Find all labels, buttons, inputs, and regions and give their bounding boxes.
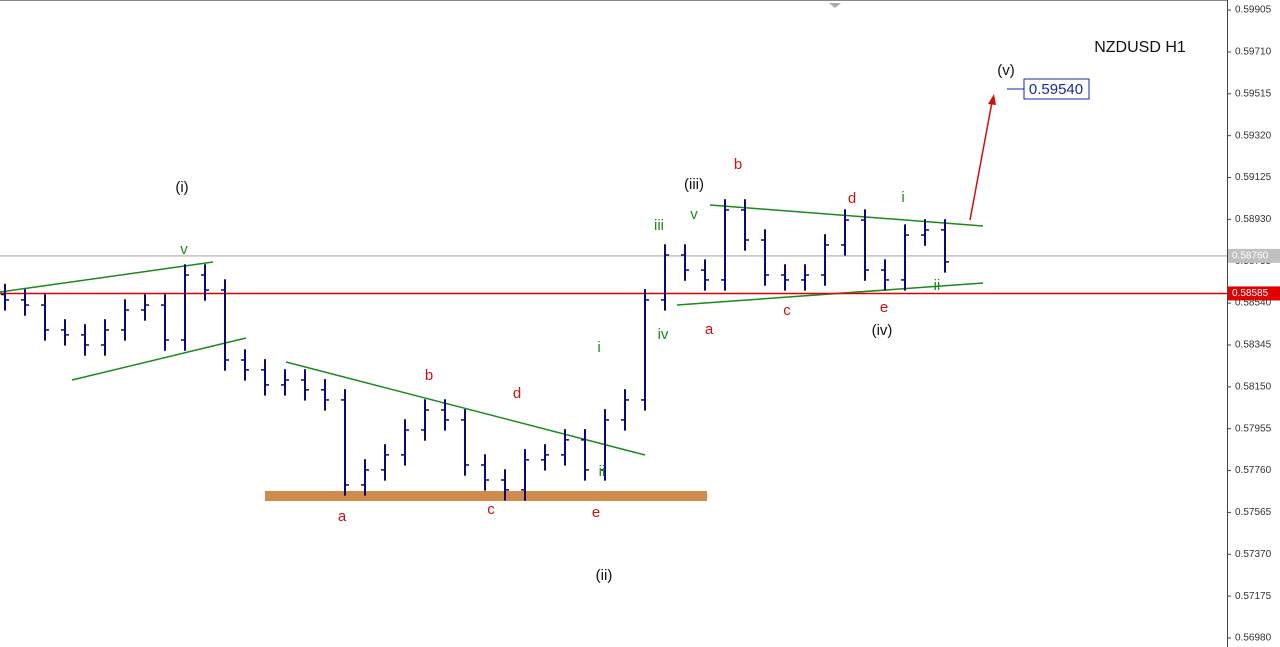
y-tick-label: 0.57370 [1235, 549, 1272, 560]
y-tick-label: 0.59320 [1235, 130, 1272, 141]
y-tick-label: 0.58345 [1235, 340, 1272, 351]
wave-label: c [783, 302, 791, 319]
wave-label: v [180, 241, 188, 258]
wave-label: d [513, 385, 521, 402]
wave-label: i [597, 339, 600, 356]
y-tick-label: 0.59710 [1235, 47, 1272, 58]
wave-label: c [487, 501, 495, 518]
y-tick-label: 0.59125 [1235, 172, 1272, 183]
chart-title: NZDUSD H1 [1094, 39, 1186, 56]
wave-label: (v) [997, 62, 1015, 79]
y-tick-label: 0.57760 [1235, 465, 1272, 476]
wave-label: (ii) [596, 567, 613, 584]
y-tick-label: 0.59515 [1235, 88, 1272, 99]
wave-label: (i) [175, 179, 188, 196]
target-arrow [969, 101, 993, 221]
wave-label: b [734, 156, 742, 173]
wave-label: d [848, 190, 856, 207]
target-box [1023, 78, 1090, 100]
wave-label: v [690, 206, 698, 223]
wave-label: (iii) [684, 176, 704, 193]
y-tick-label: 0.58540 [1235, 298, 1272, 309]
price-tag [1228, 286, 1280, 301]
y-tick-label: 0.57955 [1235, 423, 1272, 434]
wave-label: i [901, 189, 904, 206]
wave-label: a [705, 321, 714, 338]
y-tick-label: 0.56980 [1235, 633, 1272, 644]
y-tick-label: 0.58930 [1235, 214, 1272, 225]
wave-label: a [338, 508, 347, 525]
y-tick-label: 0.57175 [1235, 591, 1272, 602]
trend-line [0, 261, 214, 293]
wave-label: e [880, 299, 888, 316]
wave-label: iii [654, 217, 664, 234]
trend-line [709, 204, 984, 227]
wave-label: iv [658, 326, 669, 343]
trend-line [71, 337, 247, 381]
target-label: 0.59540 [1029, 81, 1083, 98]
price-tag [1228, 248, 1280, 263]
wave-label: e [592, 504, 600, 521]
wave-label: b [425, 367, 433, 384]
wave-label: ii [599, 463, 606, 480]
y-tick-label: 0.58150 [1235, 381, 1272, 392]
price-tag-label: 0.58585 [1232, 288, 1269, 299]
arrow-head [988, 94, 996, 105]
wave-label: ii [934, 277, 941, 294]
wave-label: (iv) [872, 322, 893, 339]
price-tag-label: 0.58760 [1232, 251, 1269, 262]
y-tick-label: 0.59905 [1235, 5, 1272, 16]
scroll-marker [829, 3, 841, 8]
y-tick-label: 0.57565 [1235, 507, 1272, 518]
support-band [265, 491, 707, 501]
wave-labels: (i) v (ii) a b c d e i ii iii v iv (iii)… [175, 62, 1083, 584]
